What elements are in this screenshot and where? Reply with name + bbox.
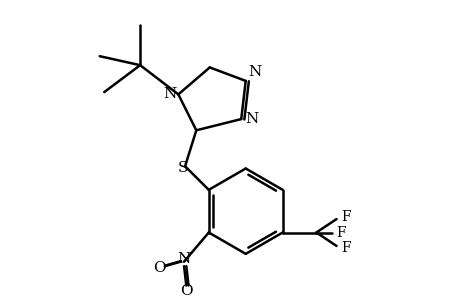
Text: O: O — [179, 284, 192, 298]
Text: F: F — [340, 210, 350, 224]
Text: N: N — [177, 253, 190, 266]
Text: O: O — [153, 261, 165, 275]
Text: S: S — [177, 161, 188, 176]
Text: N: N — [245, 112, 258, 126]
Text: N: N — [247, 65, 261, 79]
Text: F: F — [336, 226, 346, 239]
Text: N: N — [162, 87, 176, 101]
Text: F: F — [340, 241, 350, 255]
